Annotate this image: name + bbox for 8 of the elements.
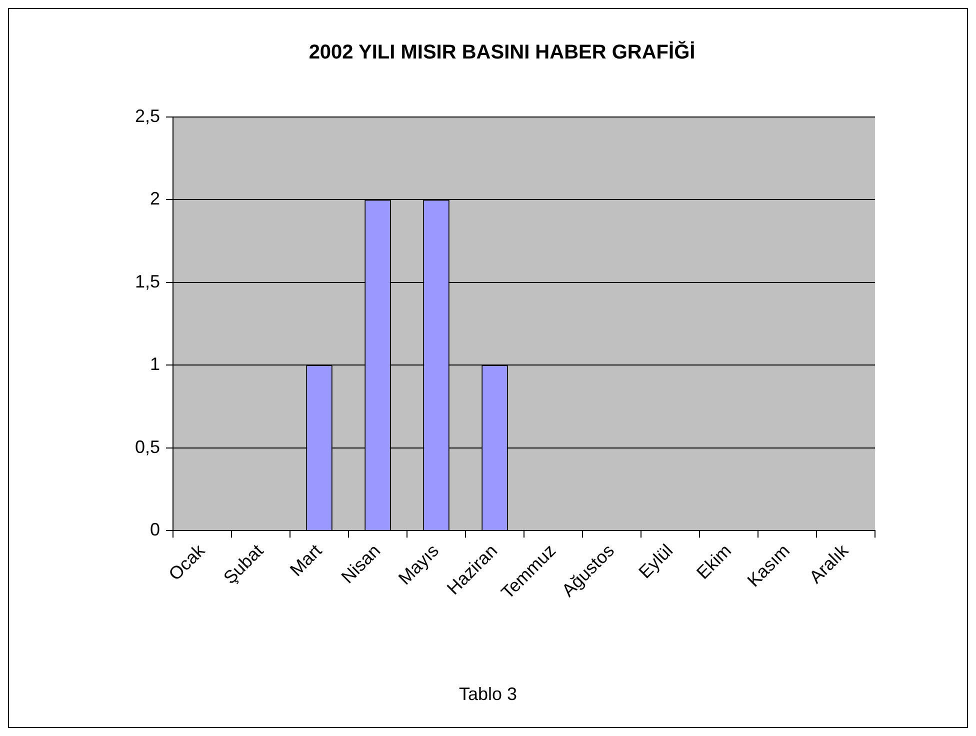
y-tick-label: 0 [150, 520, 160, 540]
y-tick-label: 1,5 [134, 271, 160, 292]
y-tick-label: 1 [150, 354, 160, 374]
chart-title: 2002 YILI MISIR BASINI HABER GRAFİĞİ [308, 40, 696, 64]
y-tick-label: 2 [150, 188, 160, 209]
text: Tablo 3 [458, 684, 518, 704]
y-tick-label: 2,5 [134, 106, 160, 126]
y-tick-label: 0,5 [134, 436, 160, 457]
